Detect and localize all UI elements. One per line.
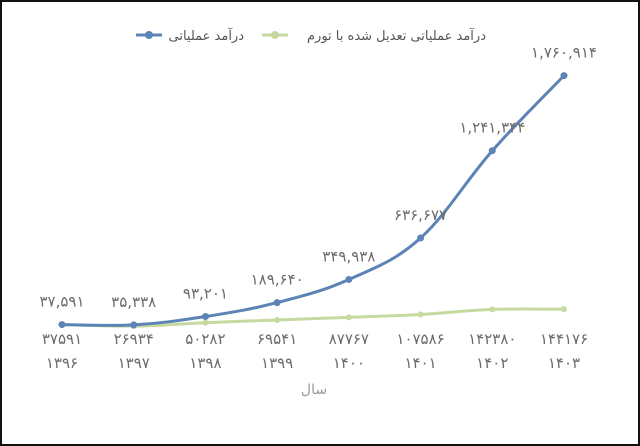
point-operating-1402 <box>488 147 496 155</box>
series-line-adjusted <box>60 307 566 328</box>
series-layer <box>58 72 568 330</box>
data-label-operating-1403: ۱,۷۶۰,۹۱۴ <box>531 44 597 62</box>
data-label-operating-1398: ۹۳,۲۰۱ <box>183 285 228 303</box>
data-label-adjusted-1396: ۳۷۵۹۱ <box>42 330 82 348</box>
x-tick-label-1399: ۱۳۹۹ <box>261 354 293 372</box>
data-label-adjusted-1402: ۱۴۲۳۸۰ <box>468 330 516 348</box>
data-label-operating-1397: ۳۵,۳۳۸ <box>111 293 156 311</box>
legend-label-operating: درآمد عملیاتی <box>168 27 244 44</box>
x-tick-label-1401: ۱۴۰۱ <box>404 354 436 372</box>
data-label-adjusted-1403: ۱۴۴۱۷۶ <box>540 330 588 348</box>
point-adjusted-1401 <box>417 311 424 318</box>
data-label-operating-1402: ۱,۲۴۱,۳۴۴ <box>459 119 525 137</box>
point-adjusted-1398 <box>202 319 209 326</box>
point-operating-1401 <box>417 234 425 242</box>
data-label-adjusted-1399: ۶۹۵۴۱ <box>257 330 297 348</box>
point-operating-1396 <box>58 321 66 329</box>
point-operating-1397 <box>130 321 138 329</box>
point-operating-1403 <box>560 72 568 80</box>
legend-marker-operating <box>145 31 153 39</box>
x-tick-label-1400: ۱۴۰۰ <box>333 354 365 372</box>
point-adjusted-1403 <box>561 306 567 313</box>
data-label-adjusted-1397: ۲۶۹۳۴ <box>114 330 154 348</box>
x-tick-label-1396: ۱۳۹۶ <box>46 354 78 372</box>
x-axis: ۱۳۹۶ ۱۳۹۷ ۱۳۹۸ ۱۳۹۹ ۱۴۰۰ ۱۴۰۱ ۱۴۰۲ ۱۴۰۳ <box>46 354 580 372</box>
x-tick-label-1398: ۱۳۹۸ <box>189 354 221 372</box>
x-axis-title: سال <box>301 382 327 398</box>
point-adjusted-1402 <box>489 306 496 313</box>
label-layer: ۳۷,۵۹۱ ۳۵,۳۳۸ ۹۳,۲۰۱ ۱۸۹,۶۴۰ ۳۴۹,۹۳۸ ۶۳۶,۶۷۷ ۱… <box>39 44 597 348</box>
data-label-operating-1396: ۳۷,۵۹۱ <box>39 293 84 311</box>
series-line-operating <box>60 74 566 327</box>
data-label-adjusted-1400: ۸۷۷۶۷ <box>329 330 369 348</box>
point-operating-1399 <box>273 299 281 307</box>
legend-label-adjusted: درآمد عملیاتی تعدیل شده با تورم <box>307 27 486 44</box>
point-adjusted-1399 <box>274 316 281 323</box>
data-label-operating-1399: ۱۸۹,۶۴۰ <box>251 271 304 289</box>
x-tick-label-1397: ۱۳۹۷ <box>118 354 150 372</box>
legend-marker-adjusted <box>271 31 279 39</box>
data-label-operating-1400: ۳۴۹,۹۳۸ <box>322 247 375 265</box>
data-label-adjusted-1401: ۱۰۷۵۸۶ <box>396 330 444 348</box>
data-label-operating-1401: ۶۳۶,۶۷۷ <box>394 206 447 224</box>
legend: درآمد عملیاتی درآمد عملیاتی تعدیل شده با… <box>136 27 486 44</box>
point-operating-1400 <box>345 275 353 283</box>
point-operating-1398 <box>201 313 209 321</box>
point-adjusted-1400 <box>345 314 352 321</box>
x-tick-label-1402: ۱۴۰۲ <box>476 354 508 372</box>
x-tick-label-1403: ۱۴۰۳ <box>548 354 580 372</box>
data-label-adjusted-1398: ۵۰۲۸۲ <box>185 330 225 348</box>
